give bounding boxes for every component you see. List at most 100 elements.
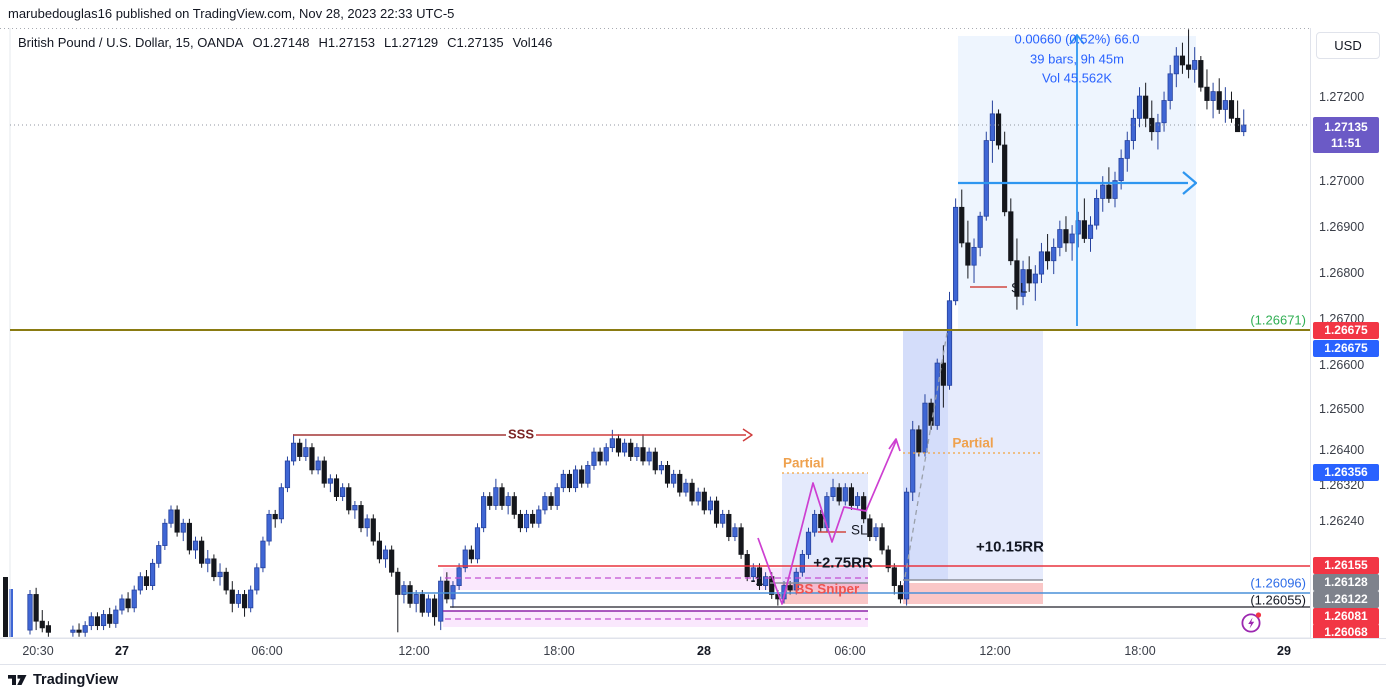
price-tick: 1.26900 [1319,220,1365,234]
candle [125,592,131,613]
candle [1216,78,1222,114]
candle [1063,216,1069,252]
candle [346,483,352,515]
measure-arrowhead-right [1182,171,1198,195]
time-tick: 06:00 [834,644,866,658]
candle [579,465,585,488]
candle [634,443,640,461]
candle [358,501,364,533]
candle [517,509,524,533]
candle [315,456,321,475]
candle [39,610,45,633]
candle [977,211,983,257]
candle [671,469,677,488]
tradingview-logo-text: TradingView [33,672,119,688]
time-axis[interactable]: 20:30 27 06:00 12:00 18:00 28 06:00 12:00 18:00 2… [0,638,1386,665]
price-axis[interactable]: 1.27200 1.27000 1.26900 1.26800 1.26700 1.266… [1310,28,1386,641]
candle [217,563,223,586]
candle [995,109,1002,150]
candle [94,612,101,631]
candle [266,509,272,546]
trade2-profit-box[interactable] [903,331,1043,580]
candles [27,29,1247,637]
sss-arrowhead [742,428,753,442]
candle [652,447,658,475]
candle [1014,238,1020,310]
candle [1124,131,1130,172]
price-tick: 1.27000 [1319,174,1365,188]
candle [82,621,88,637]
candle [88,612,94,631]
candle [946,291,953,390]
projection-path[interactable] [757,440,897,605]
stop2-badge: 1.26068 [1313,624,1379,641]
candle [646,447,652,466]
candle [713,496,720,528]
candle [726,509,732,542]
candle [738,523,744,559]
candle [1155,113,1161,150]
flash-idea-icon[interactable] [1240,610,1264,634]
candle [603,443,609,466]
symbol-title: British Pound / U.S. Dollar, 15, OANDA [18,35,244,50]
candle [701,487,707,515]
symbol-legend[interactable]: British Pound / U.S. Dollar, 15, OANDA O… [18,35,552,50]
candle [474,523,481,564]
candle [848,483,855,510]
time-tick: 20:30 [22,644,54,658]
candle [940,345,946,408]
candle [107,607,113,628]
candle [720,509,726,528]
candle [272,509,278,528]
candle [664,460,671,488]
candle [622,438,628,457]
candle [1241,109,1247,137]
candle [235,590,242,608]
candle [1204,69,1210,110]
price-tick: 1.26500 [1319,402,1365,416]
ohlc-close: C1.27135 [447,35,504,50]
candle [468,545,474,564]
candle [560,469,566,493]
candle [113,605,119,628]
candle [971,238,977,283]
candle [548,492,554,510]
tradingview-logo[interactable]: TradingView [8,672,118,688]
candle [916,425,922,457]
price-tick: 1.26600 [1319,358,1365,372]
candle [481,492,487,533]
candle [842,483,848,506]
candle [395,567,401,633]
candle [597,447,603,466]
candle [364,514,370,537]
candle [689,478,695,506]
candle [340,483,346,502]
candle [1081,198,1087,243]
currency-button[interactable]: USD [1316,32,1380,59]
candle [805,527,812,559]
candle [431,594,438,626]
candle [799,549,805,577]
candle [1130,109,1136,150]
candle [241,590,248,617]
candle [389,545,395,577]
time-tick: 12:00 [398,644,430,658]
candle [934,358,940,430]
measure-arrowhead-up [1069,34,1085,45]
candle [1198,56,1204,92]
candle [119,594,125,615]
candle [205,549,211,573]
entry1-badge: 1.26128 [1313,574,1379,591]
time-tick: 18:00 [543,644,575,658]
candle [1210,82,1216,119]
candle [254,563,260,595]
candle [174,505,180,537]
price-tick: 1.26800 [1319,266,1365,280]
candle [885,545,891,573]
candle [382,545,389,568]
olive-level-badge: 1.26675 [1313,322,1379,339]
candle [376,532,383,564]
candle [959,189,965,248]
candle [836,483,842,506]
